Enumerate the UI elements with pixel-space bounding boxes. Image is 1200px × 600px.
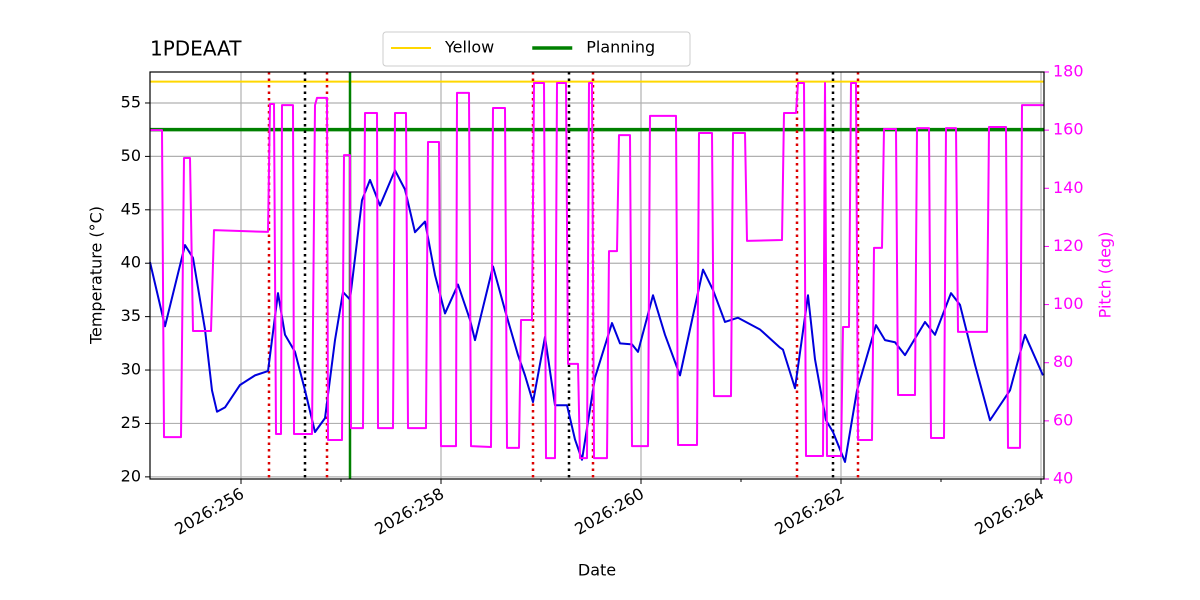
x-axis-label: Date xyxy=(578,561,616,580)
y-tick-label: 25 xyxy=(121,413,141,432)
legend-label: Planning xyxy=(586,38,655,57)
y2-tick-label: 40 xyxy=(1053,469,1073,488)
y2-tick-label: 160 xyxy=(1053,120,1084,139)
y2-tick-label: 140 xyxy=(1053,178,1084,197)
chart-title: 1PDEAAT xyxy=(150,37,242,61)
y-tick-label: 55 xyxy=(121,92,141,111)
x-tick-label: 2026:260 xyxy=(571,484,647,539)
y-tick-label: 20 xyxy=(121,466,141,485)
legend: Yellow Planning xyxy=(382,31,691,67)
y2-tick-label: 60 xyxy=(1053,410,1073,429)
y2-tick-label: 100 xyxy=(1053,294,1084,313)
y-axis-label: Temperature (°C) xyxy=(87,206,106,345)
y2-tick-label: 80 xyxy=(1053,352,1073,371)
x-tick-label: 2026:256 xyxy=(171,484,247,539)
y-tick-label: 50 xyxy=(121,146,141,165)
y-tick-label: 30 xyxy=(121,360,141,379)
plot-frame xyxy=(149,71,1045,480)
y2-tick-label: 120 xyxy=(1053,236,1084,255)
y-tick-label: 40 xyxy=(121,253,141,272)
x-tick-label: 2026:258 xyxy=(371,484,447,539)
y2-axis-label: Pitch (deg) xyxy=(1096,232,1115,319)
legend-label: Yellow xyxy=(444,38,494,57)
x-tick-label: 2026:264 xyxy=(971,484,1047,539)
data-line xyxy=(150,82,1044,460)
y-tick-label: 45 xyxy=(121,199,141,218)
x-tick-label: 2026:262 xyxy=(771,484,847,539)
y-tick-label: 35 xyxy=(121,306,141,325)
y2-tick-label: 180 xyxy=(1053,62,1084,81)
